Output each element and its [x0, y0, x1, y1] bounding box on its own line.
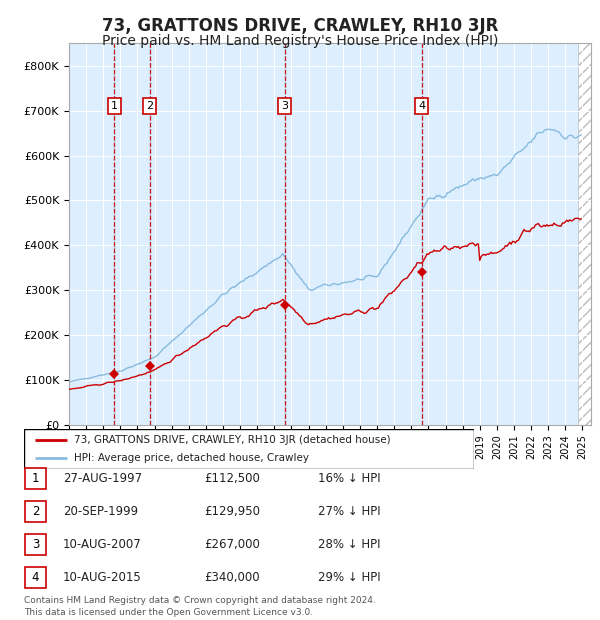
Text: £267,000: £267,000: [204, 538, 260, 551]
Text: 3: 3: [32, 538, 39, 551]
Text: £340,000: £340,000: [204, 571, 260, 583]
FancyBboxPatch shape: [25, 567, 46, 588]
Text: £129,950: £129,950: [204, 505, 260, 518]
FancyBboxPatch shape: [25, 534, 46, 555]
Text: 10-AUG-2015: 10-AUG-2015: [63, 571, 142, 583]
FancyBboxPatch shape: [25, 501, 46, 522]
FancyBboxPatch shape: [24, 429, 474, 469]
Text: 2: 2: [146, 101, 154, 111]
Text: 73, GRATTONS DRIVE, CRAWLEY, RH10 3JR (detached house): 73, GRATTONS DRIVE, CRAWLEY, RH10 3JR (d…: [74, 435, 390, 445]
Text: 27% ↓ HPI: 27% ↓ HPI: [318, 505, 380, 518]
Text: 28% ↓ HPI: 28% ↓ HPI: [318, 538, 380, 551]
Text: 20-SEP-1999: 20-SEP-1999: [63, 505, 138, 518]
Text: 1: 1: [111, 101, 118, 111]
Text: 73, GRATTONS DRIVE, CRAWLEY, RH10 3JR: 73, GRATTONS DRIVE, CRAWLEY, RH10 3JR: [102, 17, 498, 35]
FancyBboxPatch shape: [25, 468, 46, 489]
Text: 3: 3: [281, 101, 288, 111]
Text: 1: 1: [32, 472, 39, 485]
Text: Price paid vs. HM Land Registry's House Price Index (HPI): Price paid vs. HM Land Registry's House …: [102, 34, 498, 48]
Text: 16% ↓ HPI: 16% ↓ HPI: [318, 472, 380, 485]
Text: 29% ↓ HPI: 29% ↓ HPI: [318, 571, 380, 583]
Text: 10-AUG-2007: 10-AUG-2007: [63, 538, 142, 551]
Text: HPI: Average price, detached house, Crawley: HPI: Average price, detached house, Craw…: [74, 453, 308, 464]
Bar: [578, 43, 591, 425]
Text: 2: 2: [32, 505, 39, 518]
Text: £112,500: £112,500: [204, 472, 260, 485]
Text: 27-AUG-1997: 27-AUG-1997: [63, 472, 142, 485]
Text: Contains HM Land Registry data © Crown copyright and database right 2024.
This d: Contains HM Land Registry data © Crown c…: [24, 596, 376, 617]
Text: 4: 4: [32, 571, 39, 583]
Text: 4: 4: [418, 101, 425, 111]
